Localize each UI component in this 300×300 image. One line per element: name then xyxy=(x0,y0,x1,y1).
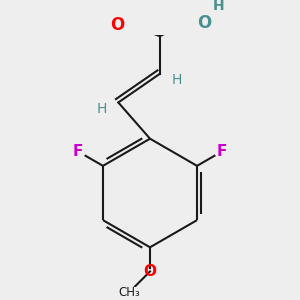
Text: O: O xyxy=(197,14,212,32)
Text: CH₃: CH₃ xyxy=(118,286,140,299)
Text: H: H xyxy=(171,73,182,87)
Text: H: H xyxy=(97,101,107,116)
Text: O: O xyxy=(143,264,157,279)
Text: F: F xyxy=(73,144,83,159)
Text: H: H xyxy=(213,0,224,13)
Text: O: O xyxy=(110,16,125,34)
Text: F: F xyxy=(217,144,227,159)
